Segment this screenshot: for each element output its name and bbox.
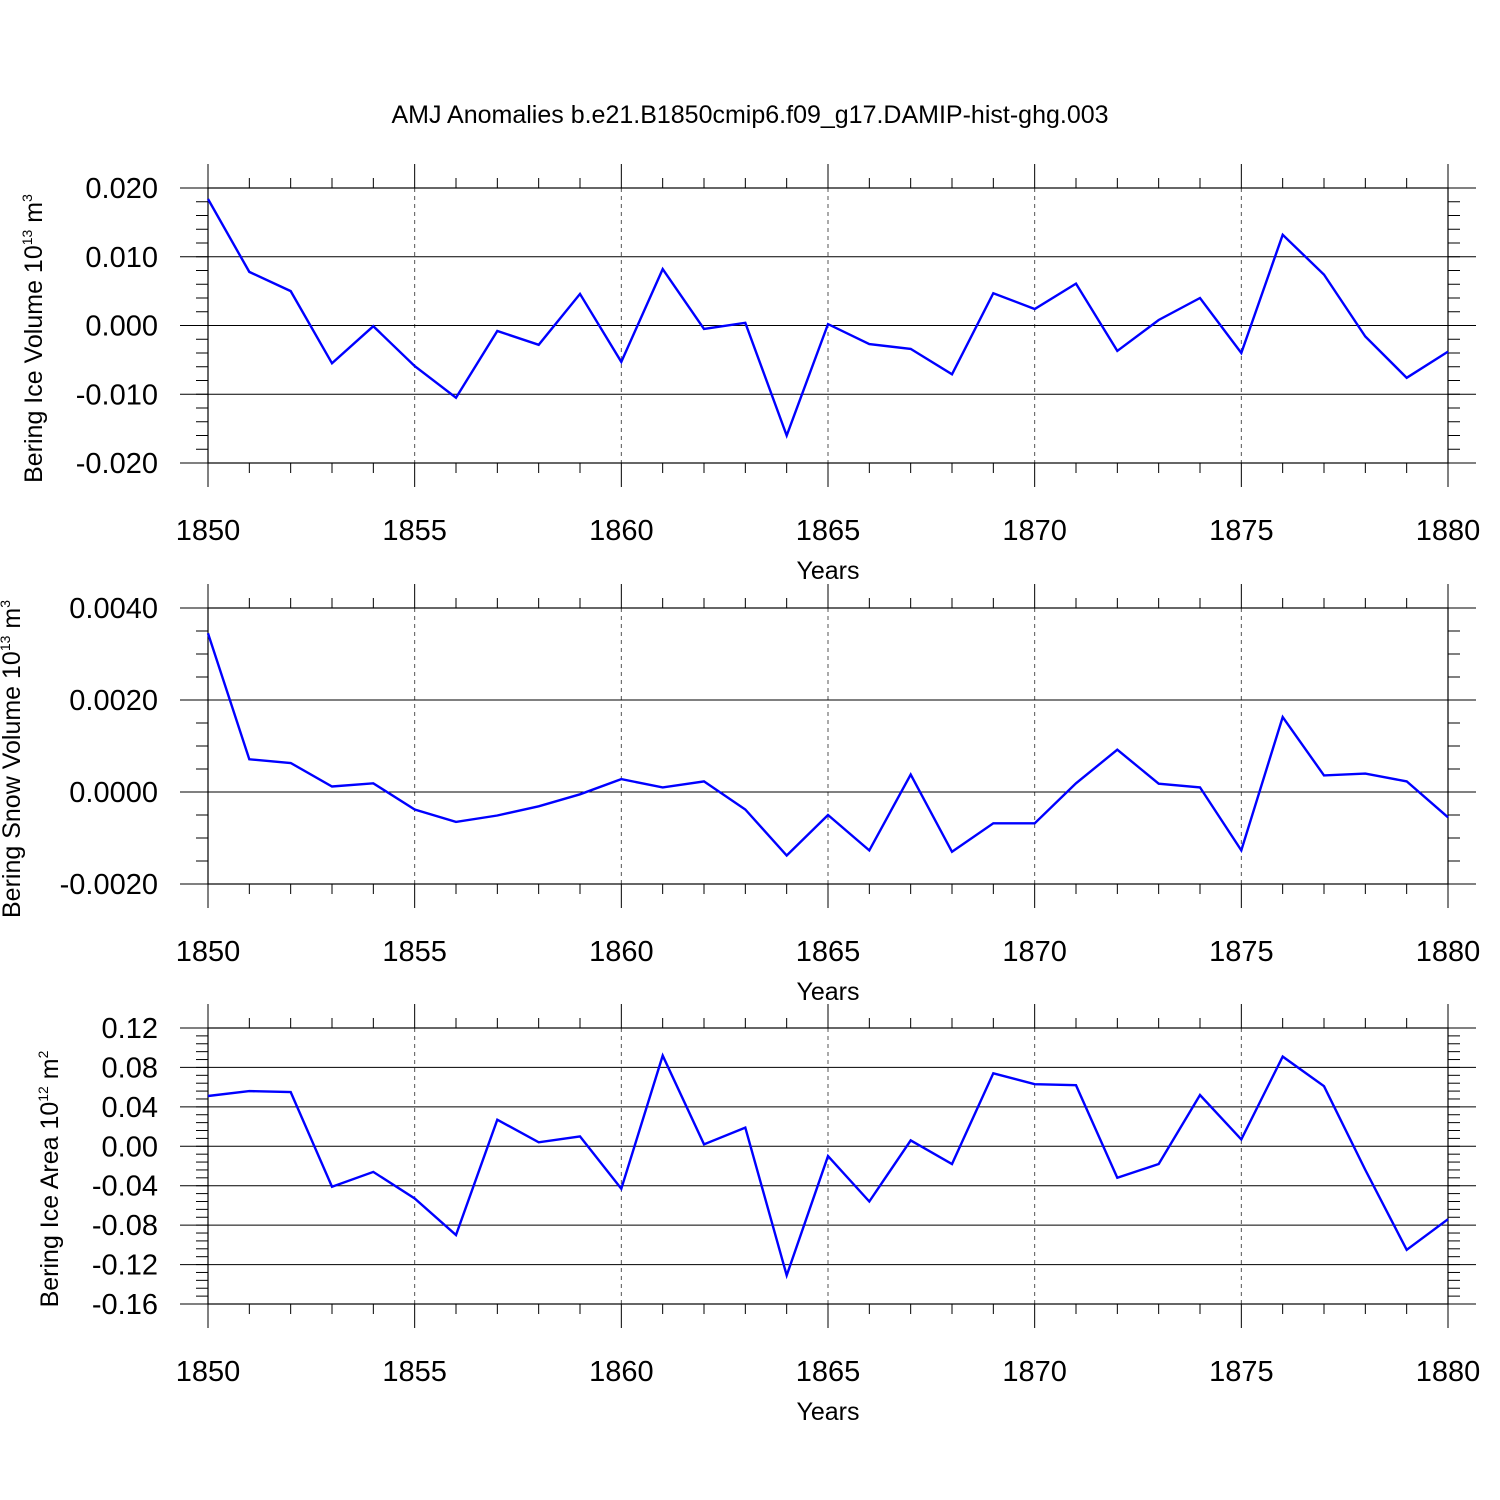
panel-2: -0.0020 0.0000 0.0020 0.0040 1850 1855 1860 186… [0,584,1480,1006]
y-tick-label: 0.0000 [69,777,158,809]
x-axis-label: Years [796,978,859,1006]
x-tick-label: 1875 [1209,936,1274,968]
x-tick-label: 1880 [1416,936,1481,968]
y-tick-label: 0.020 [85,173,158,205]
x-axis-label: Years [796,557,859,585]
x-tick-label: 1850 [176,936,241,968]
y-tick-label: 0.04 [102,1092,158,1124]
y-axis-label: Bering Ice Volume 1013 m3 [19,194,48,483]
y-tick-label: -0.16 [92,1289,158,1321]
chart-title: AMJ Anomalies b.e21.B1850cmip6.f09_g17.D… [391,101,1108,129]
x-tick-label: 1870 [1002,515,1067,547]
x-tick-label: 1850 [176,515,241,547]
y-tick-label: 0.0020 [69,685,158,717]
y-tick-label: 0.010 [85,242,158,274]
x-tick-label: 1860 [589,515,654,547]
series-line [206,632,1449,858]
y-tick-label: 0.00 [102,1131,158,1163]
y-tick-label: 0.12 [102,1013,158,1045]
x-axis-label: Years [796,1398,859,1426]
y-tick-label: -0.020 [76,448,158,480]
y-tick-label: -0.0020 [60,869,158,901]
plot-frame [207,607,1449,885]
x-tick-label: 1870 [1002,936,1067,968]
x-tick-label: 1880 [1416,1356,1481,1388]
x-tick-label: 1855 [382,936,447,968]
y-tick-label: -0.08 [92,1210,158,1242]
y-tick-label: 0.000 [85,311,158,343]
plot-frame [207,187,1449,464]
x-tick-label: 1855 [382,515,447,547]
y-tick-label: -0.04 [92,1171,158,1203]
y-tick-label: -0.12 [92,1250,158,1282]
x-tick-label: 1865 [796,936,861,968]
x-tick-label: 1875 [1209,515,1274,547]
plot-frame [207,1027,1449,1305]
y-tick-label: 0.0040 [69,593,158,625]
x-tick-label: 1870 [1002,1356,1067,1388]
y-axis-label: Bering Snow Volume 1013 m3 [0,600,26,918]
y-axis-label: Bering Ice Area 1012 m2 [35,1050,64,1307]
y-tick-label: 0.08 [102,1052,158,1084]
series-line [207,1052,1449,1280]
x-tick-label: 1865 [796,1356,861,1388]
x-tick-label: 1850 [176,1356,241,1388]
x-tick-label: 1865 [796,515,861,547]
panels: -0.020 -0.010 0.000 0.010 0.020 1850 1855 1860 1… [0,164,1480,1426]
x-tick-label: 1875 [1209,1356,1274,1388]
series-line [206,198,1449,439]
x-tick-label: 1855 [382,1356,447,1388]
x-tick-label: 1880 [1416,515,1481,547]
x-tick-label: 1860 [589,936,654,968]
panel-3: -0.16 -0.12 -0.08 -0.04 0.00 0.04 0.08 0.12 1850… [35,1004,1480,1426]
x-tick-label: 1860 [589,1356,654,1388]
y-tick-label: -0.010 [76,379,158,411]
panel-1: -0.020 -0.010 0.000 0.010 0.020 1850 1855 1860 1… [19,164,1480,585]
